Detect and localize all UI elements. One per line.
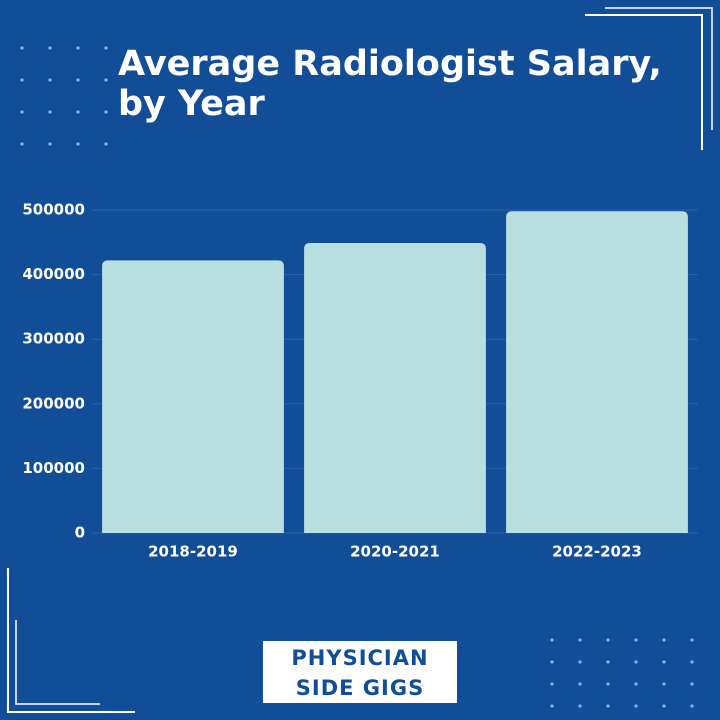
decor-dot xyxy=(578,704,582,708)
decor-dot xyxy=(76,142,80,146)
corner-line xyxy=(605,7,713,130)
decor-dot xyxy=(690,638,694,642)
decor-dot xyxy=(48,142,52,146)
corner-line xyxy=(15,620,100,705)
decor-dot xyxy=(634,638,638,642)
decor-dot xyxy=(606,638,610,642)
x-tick-label: 2018-2019 xyxy=(148,543,238,561)
decor-dot xyxy=(48,78,52,82)
decor-dot xyxy=(48,110,52,114)
decor-dot xyxy=(606,682,610,686)
decor-dot xyxy=(550,682,554,686)
decor-dot xyxy=(606,660,610,664)
decor-dot xyxy=(634,682,638,686)
decor-dot xyxy=(104,78,108,82)
bar xyxy=(506,211,688,534)
decor-dot xyxy=(662,638,666,642)
logo-line: PHYSICIAN xyxy=(291,646,429,670)
decor-dot xyxy=(20,142,24,146)
y-tick-label: 400000 xyxy=(22,265,85,283)
decor-dot xyxy=(104,142,108,146)
decor-dot xyxy=(104,110,108,114)
corner-line xyxy=(7,568,135,713)
decor-dot xyxy=(690,682,694,686)
x-tick-label: 2020-2021 xyxy=(350,543,440,561)
decor-dot xyxy=(550,704,554,708)
y-tick-label: 500000 xyxy=(22,201,85,219)
decor-dot xyxy=(20,110,24,114)
decor-dot xyxy=(20,78,24,82)
decor-dot xyxy=(76,110,80,114)
logo-line: SIDE GIGS xyxy=(295,676,425,700)
chart-title: Average Radiologist Salary, by Year xyxy=(118,44,662,124)
decor-dot xyxy=(578,660,582,664)
decor-dot xyxy=(690,660,694,664)
bar xyxy=(304,242,486,534)
decor-dot xyxy=(104,46,108,50)
decor-dot xyxy=(634,660,638,664)
corner-line xyxy=(585,14,703,150)
decor-dot xyxy=(76,78,80,82)
decor-dot xyxy=(48,46,52,50)
decor-dot xyxy=(76,46,80,50)
decor-dot xyxy=(550,660,554,664)
decor-dot xyxy=(578,682,582,686)
y-tick-label: 0 xyxy=(75,524,85,542)
bar xyxy=(102,260,284,533)
decor-dot xyxy=(20,46,24,50)
y-tick-label: 300000 xyxy=(22,330,85,348)
logo: PHYSICIAN SIDE GIGS xyxy=(263,641,457,703)
decor-dot xyxy=(690,704,694,708)
y-tick-label: 200000 xyxy=(22,394,85,412)
decor-dot xyxy=(662,660,666,664)
decor-frame xyxy=(7,7,713,713)
decor-dot xyxy=(550,638,554,642)
decor-dot xyxy=(634,704,638,708)
y-tick-label: 100000 xyxy=(22,459,85,477)
decor-dot xyxy=(606,704,610,708)
x-tick-label: 2022-2023 xyxy=(552,543,642,561)
decor-dot xyxy=(662,682,666,686)
decor-dot xyxy=(662,704,666,708)
decor-dot xyxy=(578,638,582,642)
